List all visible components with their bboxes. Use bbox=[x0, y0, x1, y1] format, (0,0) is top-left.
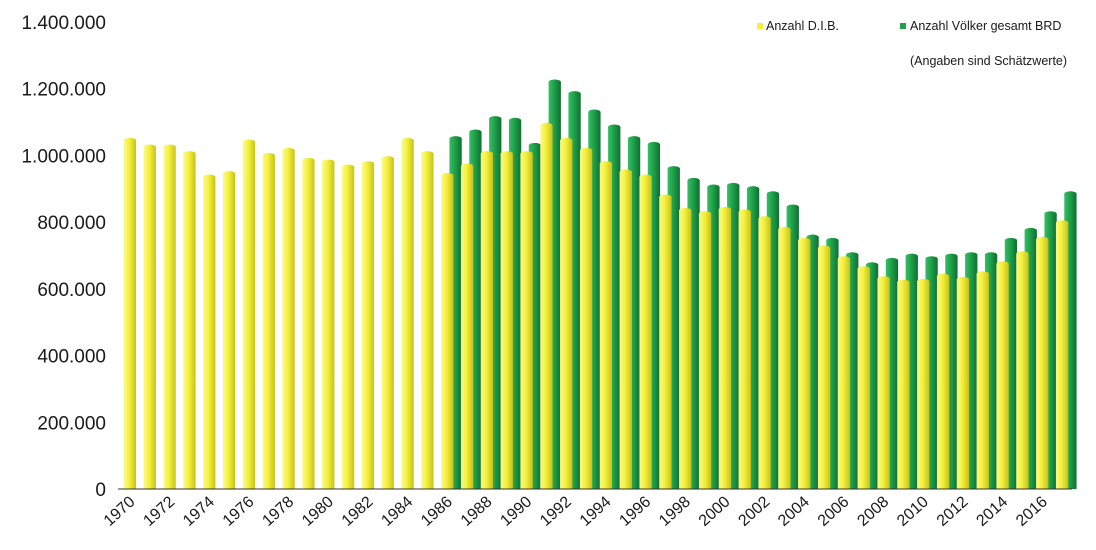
bar-dib bbox=[778, 226, 791, 489]
bar-dib bbox=[540, 122, 553, 490]
x-tick-label: 1980 bbox=[299, 493, 337, 530]
x-tick-label: 1996 bbox=[616, 493, 654, 530]
bar-dib bbox=[322, 159, 335, 489]
series-dib-bars bbox=[123, 122, 1069, 490]
bar-dib bbox=[679, 207, 692, 490]
bar-dib bbox=[401, 137, 414, 490]
legend-swatch-dib bbox=[757, 23, 763, 29]
bar-dib bbox=[341, 164, 355, 489]
bar-dib bbox=[1036, 236, 1049, 489]
x-tick-label: 2004 bbox=[775, 493, 813, 530]
bar-dib bbox=[698, 211, 712, 489]
bar-dib bbox=[163, 144, 176, 489]
bar-dib bbox=[837, 256, 851, 489]
bar-dib bbox=[877, 276, 890, 489]
x-tick-label: 1994 bbox=[577, 493, 615, 530]
bar-dib bbox=[996, 261, 1009, 489]
bar-dib bbox=[361, 161, 375, 489]
bar-dib bbox=[956, 276, 970, 489]
y-axis: 0 200.000 400.000 600.000 800.000 1.000.000 1.… bbox=[21, 13, 106, 501]
x-tick-label: 1990 bbox=[497, 493, 535, 530]
bar-dib bbox=[520, 151, 533, 489]
y-tick-label: 800.000 bbox=[37, 213, 106, 234]
x-tick-label: 1970 bbox=[101, 493, 139, 530]
x-tick-label: 1978 bbox=[259, 493, 297, 530]
x-tick-label: 1984 bbox=[378, 493, 416, 530]
y-tick-label: 400.000 bbox=[37, 347, 106, 368]
bar-dib bbox=[599, 161, 613, 489]
bar-dib bbox=[143, 144, 156, 489]
bar-dib bbox=[203, 174, 216, 489]
bar-dib bbox=[817, 245, 831, 489]
bar-dib bbox=[1016, 251, 1029, 489]
bar-dib bbox=[460, 163, 474, 490]
legend: Anzahl D.I.B. Anzahl Völker gesamt BRD (… bbox=[757, 19, 1067, 68]
x-tick-label: 1976 bbox=[220, 493, 258, 530]
y-tick-label: 0 bbox=[95, 480, 106, 501]
bar-dib bbox=[758, 216, 771, 490]
bar-dib bbox=[480, 151, 494, 489]
bar-dib bbox=[282, 147, 295, 490]
x-tick-label: 2012 bbox=[934, 493, 972, 530]
x-tick-label: 2002 bbox=[735, 493, 773, 530]
x-tick-label: 2016 bbox=[1013, 493, 1051, 530]
bar-dib bbox=[500, 151, 513, 489]
x-tick-label: 1972 bbox=[140, 493, 178, 530]
x-tick-label: 1988 bbox=[458, 493, 496, 530]
x-tick-label: 2000 bbox=[696, 493, 734, 530]
bar-dib bbox=[936, 273, 950, 489]
bar-dib bbox=[917, 278, 930, 489]
bar-dib bbox=[718, 206, 732, 489]
bar-dib bbox=[897, 279, 910, 489]
x-tick-label: 1986 bbox=[418, 493, 456, 530]
y-tick-label: 1.400.000 bbox=[21, 13, 106, 34]
legend-label-dib: Anzahl D.I.B. bbox=[766, 19, 839, 33]
x-tick-label: 1982 bbox=[339, 493, 377, 530]
bar-dib bbox=[302, 157, 315, 490]
x-axis: 1970 1972 1974 1976 1978 1980 1982 1984 1986 1988… bbox=[101, 493, 1051, 530]
bar-dib bbox=[421, 151, 434, 489]
bar-dib bbox=[659, 194, 672, 489]
x-tick-label: 2006 bbox=[815, 493, 853, 530]
legend-note: (Angaben sind Schätzwerte) bbox=[910, 54, 1067, 68]
bar-dib bbox=[976, 271, 989, 489]
bar-dib bbox=[579, 147, 593, 490]
y-tick-label: 600.000 bbox=[37, 280, 106, 301]
legend-label-voelker: Anzahl Völker gesamt BRD bbox=[910, 19, 1061, 33]
x-tick-label: 2008 bbox=[854, 493, 892, 530]
x-tick-label: 1974 bbox=[180, 493, 218, 530]
y-tick-label: 200.000 bbox=[37, 413, 106, 434]
bar-dib bbox=[738, 209, 751, 489]
bar-dib bbox=[560, 137, 573, 490]
bar-dib bbox=[381, 156, 394, 489]
bar-dib bbox=[242, 139, 256, 490]
x-tick-label: 1998 bbox=[656, 493, 694, 530]
bar-dib bbox=[857, 266, 870, 489]
bar-dib bbox=[222, 171, 236, 489]
legend-swatch-voelker bbox=[900, 23, 906, 29]
bar-dib bbox=[798, 237, 811, 489]
bar-dib bbox=[1055, 220, 1069, 489]
x-tick-label: 1992 bbox=[537, 493, 575, 530]
bar-dib bbox=[123, 137, 137, 490]
y-tick-label: 1.000.000 bbox=[21, 146, 106, 167]
y-tick-label: 1.200.000 bbox=[21, 80, 106, 101]
bar-dib bbox=[619, 169, 632, 489]
bar-dib bbox=[639, 174, 652, 489]
x-tick-label: 2014 bbox=[973, 493, 1011, 530]
bar-dib bbox=[441, 172, 454, 489]
bar-dib bbox=[262, 152, 275, 489]
x-tick-label: 2010 bbox=[894, 493, 932, 530]
bar-dib bbox=[183, 151, 196, 489]
